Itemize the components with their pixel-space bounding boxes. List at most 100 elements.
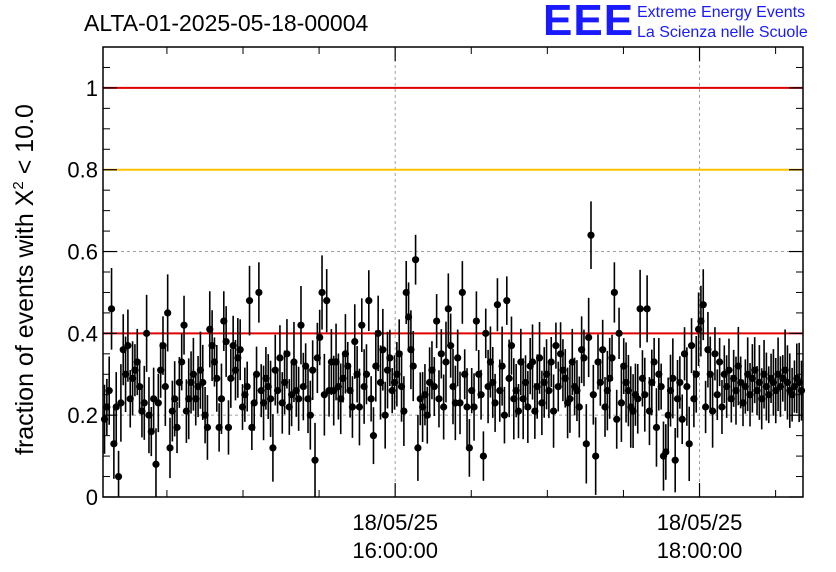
data-point — [269, 444, 277, 452]
data-point — [676, 378, 684, 387]
data-point — [152, 460, 160, 468]
data-point — [608, 354, 616, 362]
data-point — [580, 354, 588, 362]
data-point — [477, 391, 485, 399]
eee-logo: EEE — [543, 0, 635, 45]
data-point — [411, 256, 420, 264]
data-point — [685, 440, 693, 448]
data-point — [166, 444, 174, 452]
data-point — [671, 456, 679, 464]
y-tick-label: 1 — [86, 76, 98, 101]
data-point — [323, 297, 331, 305]
data-point — [442, 358, 450, 366]
data-point — [692, 370, 700, 378]
data-point — [444, 305, 452, 313]
data-point — [435, 395, 443, 403]
data-point — [643, 305, 651, 313]
data-point — [213, 374, 221, 382]
data-point — [669, 374, 677, 382]
data-point — [566, 395, 574, 403]
data-point — [320, 391, 328, 399]
data-point — [150, 395, 158, 403]
data-point — [414, 444, 422, 452]
data-point — [465, 444, 473, 452]
data-point — [634, 395, 642, 403]
data-point — [617, 399, 625, 407]
data-point — [498, 362, 506, 370]
data-point — [290, 358, 298, 366]
data-point — [295, 395, 303, 403]
data-point — [636, 305, 644, 313]
data-point — [362, 370, 371, 378]
data-point — [180, 321, 188, 329]
data-point — [222, 337, 230, 346]
data-point — [173, 423, 181, 432]
data-point — [440, 403, 448, 411]
data-point — [140, 399, 148, 407]
y-axis-label-suffix: < 10.0 — [11, 104, 39, 181]
data-point — [657, 382, 665, 391]
data-point — [699, 301, 707, 309]
data-point — [112, 403, 120, 411]
data-point — [430, 382, 438, 391]
data-point — [500, 411, 509, 419]
data-point — [355, 403, 364, 411]
data-point — [143, 329, 151, 337]
y-axis-label-prefix: fraction of events with — [11, 206, 39, 455]
y-axis-label-superscript: 2 — [10, 181, 27, 189]
data-point — [613, 415, 621, 423]
data-point — [107, 305, 116, 313]
data-point — [374, 329, 382, 337]
data-point — [582, 440, 590, 448]
data-point — [154, 399, 162, 407]
y-tick-label: 0 — [86, 485, 98, 510]
data-point — [243, 382, 251, 391]
data-point — [224, 423, 233, 432]
data-point — [124, 342, 132, 350]
data-point — [110, 440, 118, 448]
data-point — [454, 354, 462, 362]
data-point — [309, 366, 317, 374]
data-point — [348, 403, 357, 411]
data-point — [592, 452, 600, 460]
data-point — [311, 456, 319, 464]
data-point — [552, 342, 560, 350]
data-point — [227, 374, 235, 382]
y-tick-label: 0.8 — [67, 158, 98, 183]
data-point — [199, 378, 207, 387]
data-point — [479, 452, 488, 460]
chart-title: ALTA-01-2025-05-18-00004 — [84, 10, 369, 36]
data-point — [252, 370, 261, 378]
data-point — [318, 288, 326, 297]
data-point — [514, 407, 523, 415]
data-point — [409, 362, 417, 370]
data-point — [713, 391, 721, 399]
data-point — [236, 346, 244, 354]
data-point — [365, 297, 373, 305]
data-series — [100, 201, 806, 497]
x-tick-label-date: 18/05/25 — [657, 510, 743, 535]
data-point — [381, 411, 389, 419]
data-point — [358, 321, 366, 329]
data-point — [493, 301, 502, 309]
data-point — [276, 354, 284, 362]
data-point — [503, 297, 511, 305]
data-point — [217, 395, 226, 403]
data-point — [596, 378, 604, 387]
data-point — [114, 472, 123, 481]
data-point — [482, 329, 490, 337]
data-point — [245, 297, 254, 305]
data-point — [203, 423, 212, 432]
data-point — [379, 346, 387, 354]
data-point — [687, 342, 696, 350]
x-tick-label-time: 18:00:00 — [657, 538, 743, 563]
data-point — [797, 387, 806, 395]
data-point — [472, 317, 480, 325]
data-point — [171, 395, 179, 403]
data-point — [266, 395, 275, 403]
logo-text-line-1: Extreme Energy Events — [637, 4, 806, 21]
data-point — [456, 399, 464, 407]
data-point — [589, 391, 597, 399]
x-tick-label-time: 16:00:00 — [352, 538, 438, 563]
data-point — [306, 411, 314, 419]
